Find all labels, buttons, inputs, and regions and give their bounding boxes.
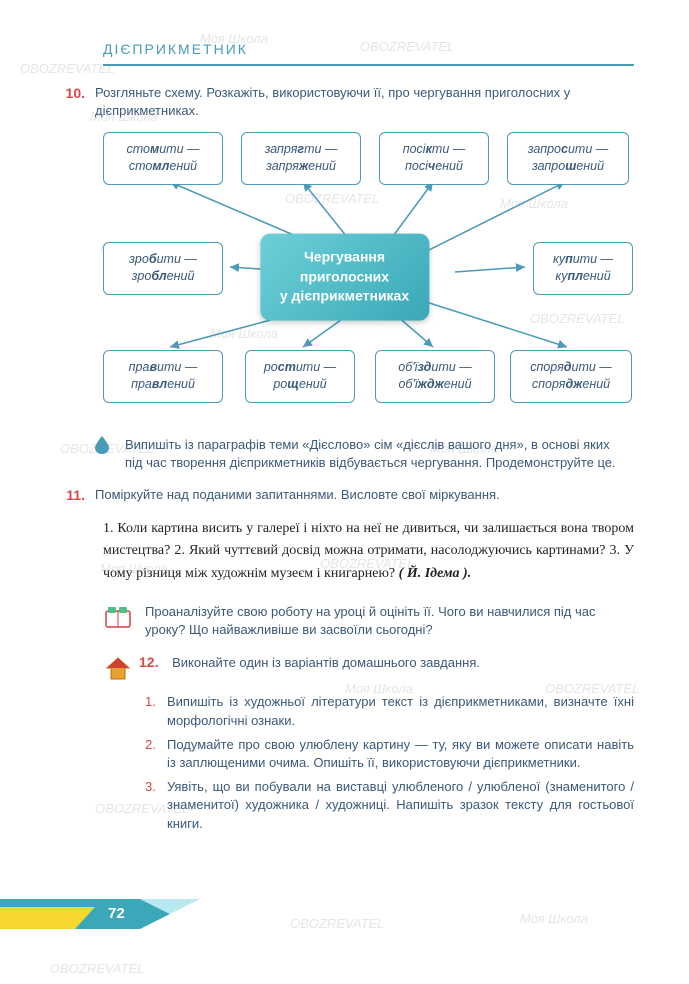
diagram-node: посікти —посічений — [379, 132, 489, 185]
analyze-text: Проаналізуйте свою роботу на уроці й оці… — [145, 603, 634, 639]
hw-item: 2.Подумайте про свою улюблену картину — … — [145, 736, 634, 772]
hw-num: 1. — [145, 693, 167, 729]
watermark: OBOZREVATEL — [50, 960, 144, 978]
task-10-text: Розгляньте схему. Розкажіть, використову… — [95, 84, 634, 120]
diagram-node: об'їздити —об'їжджений — [375, 350, 495, 403]
questions-text: 1. Коли картина висить у галереї і ніхто… — [103, 521, 634, 581]
questions-block: 1. Коли картина висить у галереї і ніхто… — [103, 518, 634, 585]
hw-text: Подумайте про свою улюблену картину — ту… — [167, 736, 634, 772]
page-number: 72 — [108, 903, 125, 924]
hw-num: 3. — [145, 778, 167, 833]
task-11-text: Поміркуйте над поданими запитаннями. Вис… — [95, 486, 634, 506]
section-title: ДІЄПРИКМЕТНИК — [103, 40, 634, 66]
hw-num: 2. — [145, 736, 167, 772]
diagram-node: запросити —запрошений — [507, 132, 629, 185]
hw-item: 3.Уявіть, що ви побували на виставці улю… — [145, 778, 634, 833]
book-icon — [103, 603, 133, 633]
diagram-node: купити —куплений — [533, 242, 633, 295]
drop-icon — [95, 436, 109, 461]
diagram-node: правити —правлений — [103, 350, 223, 403]
diagram-node: спорядити —споряджений — [510, 350, 632, 403]
task-12-num: 12. — [139, 654, 168, 670]
task-12-text: Виконайте один із варіантів домашнього з… — [172, 655, 480, 670]
hw-item: 1.Випишіть із художньої літератури текст… — [145, 693, 634, 729]
watermark: Моя Школа — [520, 910, 588, 928]
diagram-center: Чергуванняприголосниху дієприкметниках — [260, 234, 429, 321]
drop-text: Випишіть із параграфів теми «Дієслово» с… — [125, 436, 629, 472]
page-footer: 72 — [0, 899, 210, 929]
task-11-num: 11. — [55, 486, 95, 506]
diagram-node: зробити —зроблений — [103, 242, 223, 295]
hw-text: Випишіть із художньої літератури текст і… — [167, 693, 634, 729]
hw-text: Уявіть, що ви побували на виставці улюбл… — [167, 778, 634, 833]
questions-author: ( Й. Ідема ). — [399, 566, 472, 581]
diagram: Чергуванняприголосниху дієприкметниках с… — [55, 132, 634, 422]
watermark: OBOZREVATEL — [290, 915, 384, 933]
diagram-node: ростити —рощений — [245, 350, 355, 403]
diagram-node: стомити —стомлений — [103, 132, 223, 185]
home-icon — [103, 653, 133, 683]
diagram-node: запрягти —запряжений — [241, 132, 361, 185]
task-10-num: 10. — [55, 84, 95, 120]
